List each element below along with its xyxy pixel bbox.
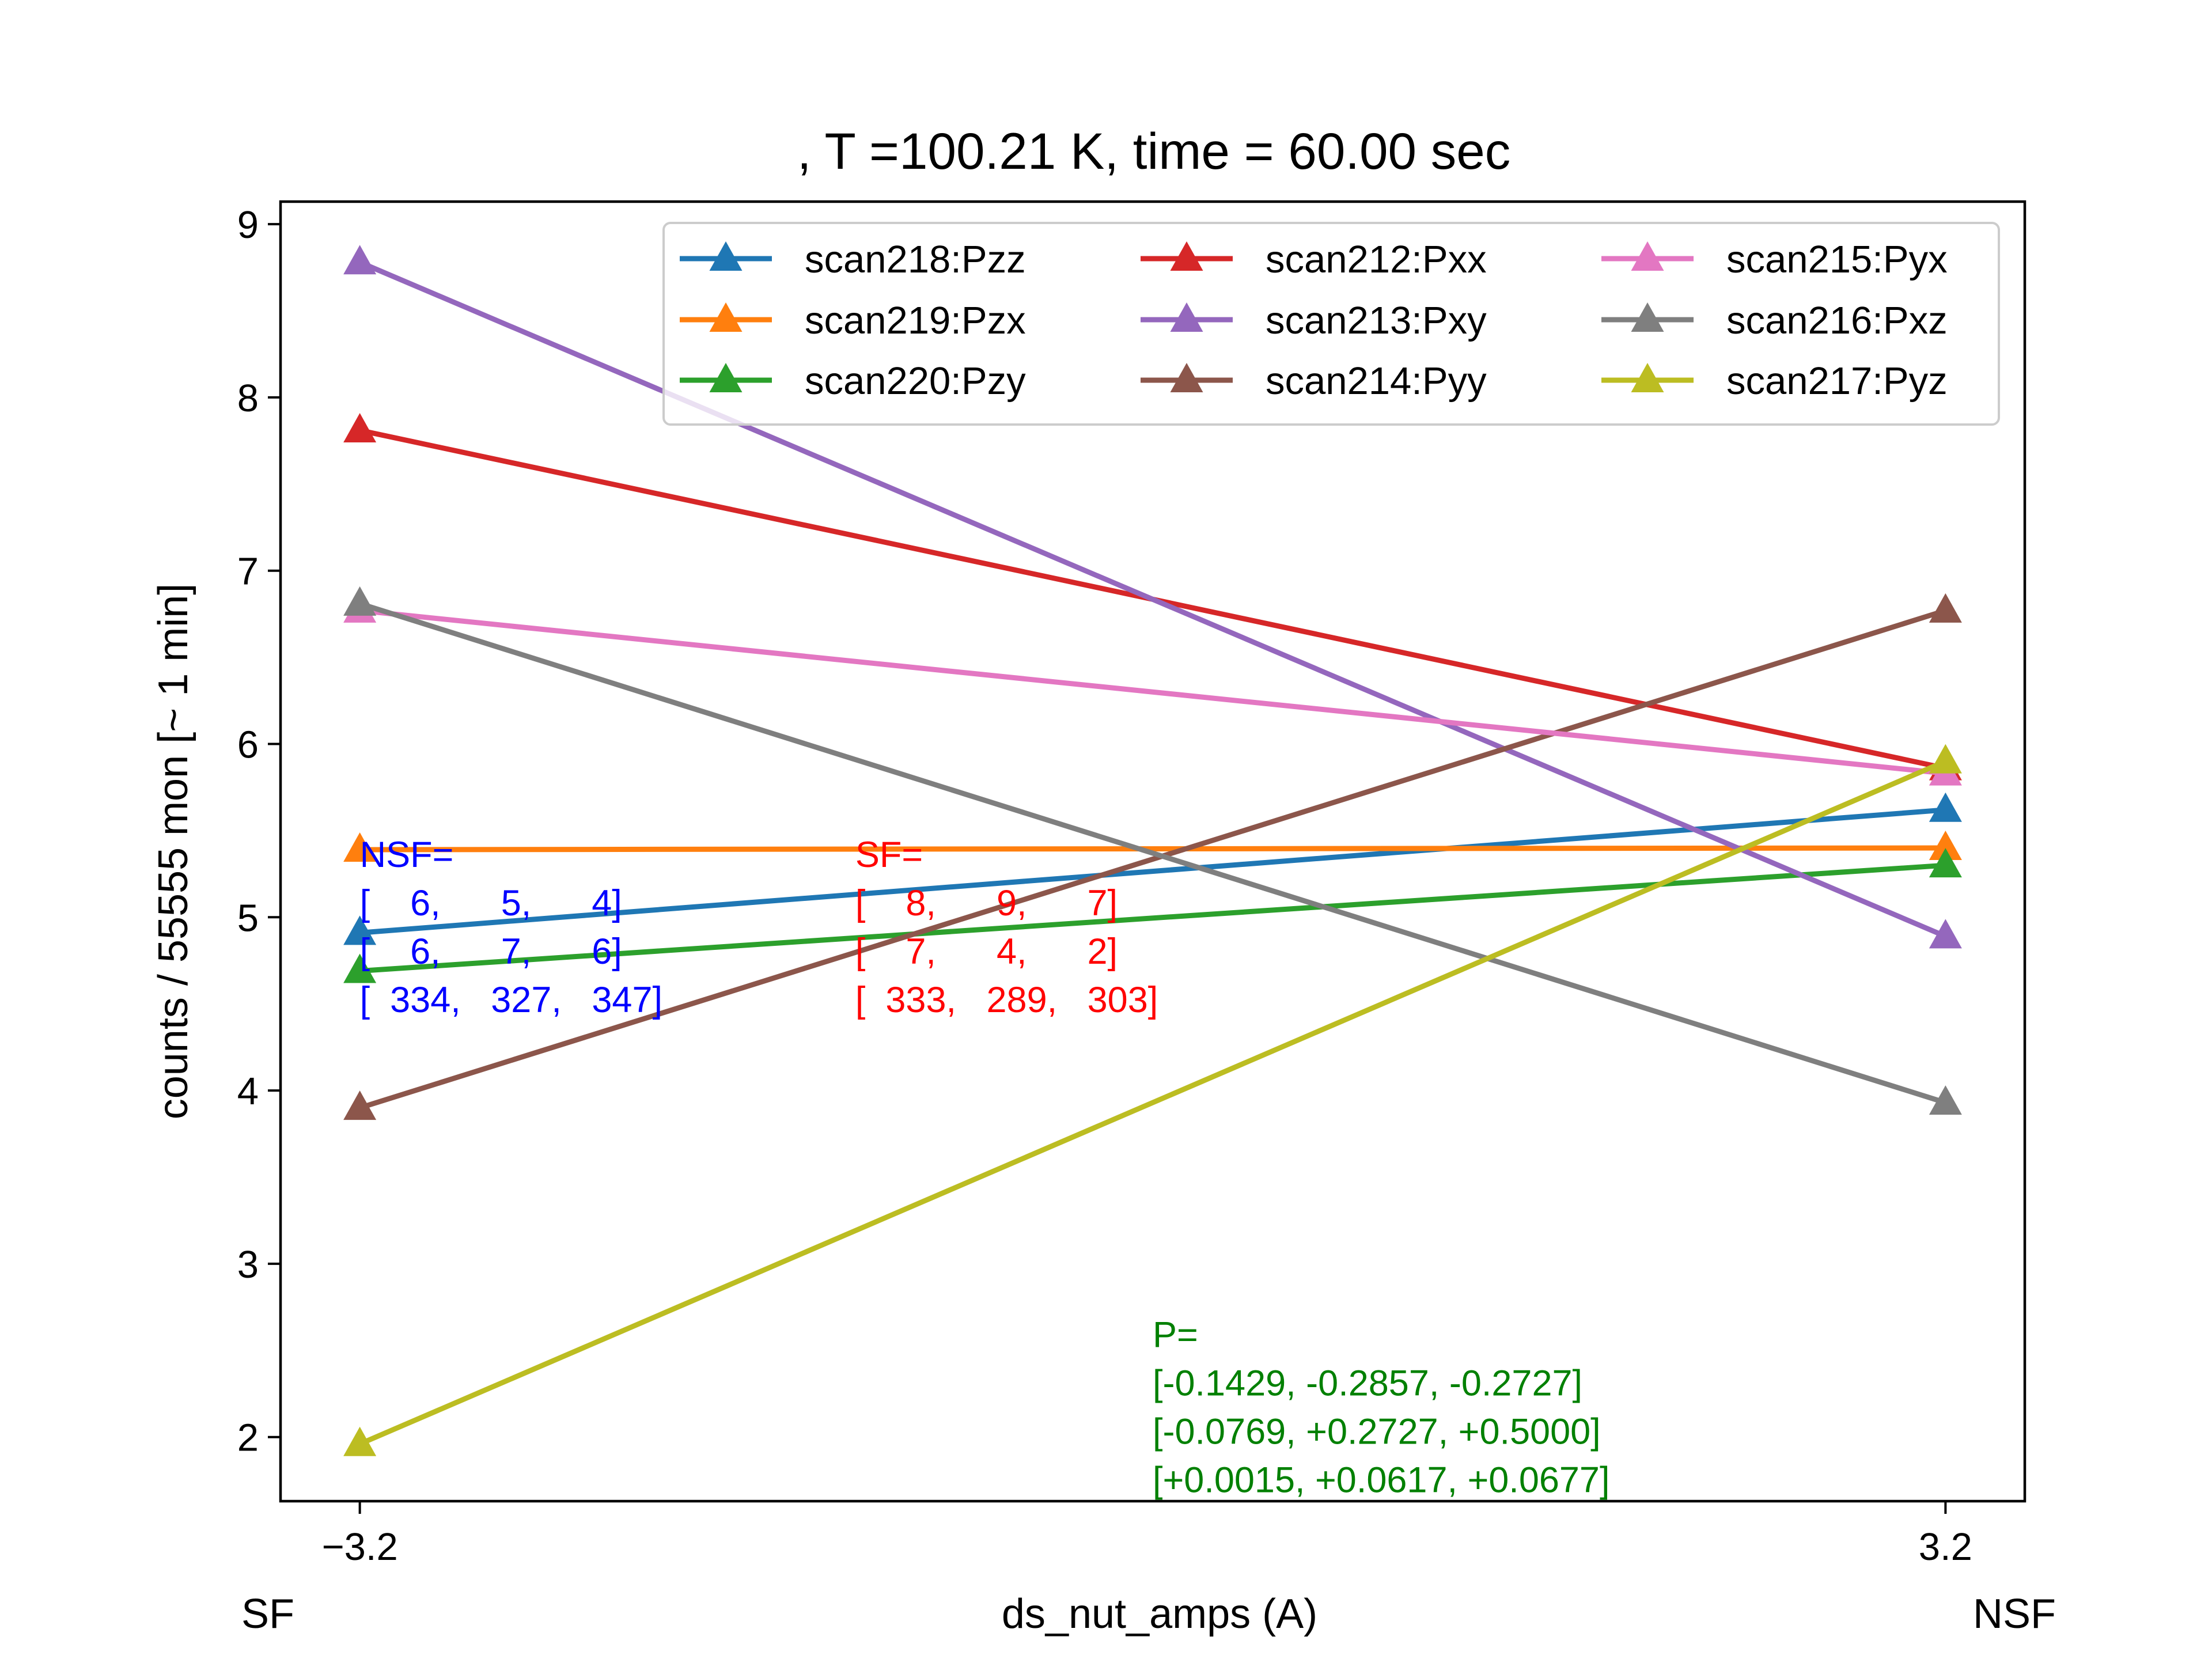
data-point-marker (1929, 744, 1962, 774)
x-tick-label: 3.2 (1919, 1525, 1972, 1569)
data-point-marker (1929, 830, 1962, 860)
data-point-marker (343, 413, 377, 443)
legend-item: scan218:Pzz (680, 238, 1026, 281)
legend-swatch-marker (1170, 363, 1203, 392)
series-scan214-pyy (343, 593, 1962, 1120)
series-scan213-pxy (343, 245, 1962, 949)
data-point-marker (343, 832, 377, 862)
data-point-marker (343, 915, 377, 945)
y-tick-label: 9 (237, 203, 259, 247)
annotation-text-line: [ 6, 7, 6] (360, 931, 622, 972)
annotation-text-line: [ 334, 327, 347] (360, 980, 662, 1020)
legend-box (662, 222, 2000, 426)
legend-swatch-marker (709, 363, 743, 392)
data-point-marker (1929, 1085, 1962, 1115)
y-tick-label: 4 (237, 1070, 259, 1113)
y-tick-label: 8 (237, 377, 259, 420)
series-line (359, 601, 1946, 1105)
annotation-text-line: [-0.0769, +0.2727, +0.5000] (1153, 1411, 1601, 1452)
annotation-text-line: [ 333, 289, 303] (855, 980, 1158, 1020)
y-tick-label: 2 (237, 1416, 259, 1460)
legend-label: scan213:Pxy (1266, 299, 1487, 342)
y-axis-label: counts / 55555 mon [~ 1 min] (150, 584, 196, 1120)
legend-label: scan220:Pzy (805, 359, 1026, 403)
legend-label: scan214:Pyy (1266, 359, 1487, 403)
series-scan216-pxz (343, 586, 1962, 1115)
legend-label: scan215:Pyx (1726, 238, 1948, 281)
annotation-text-line: NSF= (360, 835, 454, 875)
legend-item: scan213:Pxy (1141, 299, 1487, 342)
series-scan217-pyz (343, 744, 1962, 1456)
x-side-label-sf: SF (241, 1591, 294, 1637)
y-tick-label: 6 (237, 724, 259, 767)
legend-label: scan216:Pxz (1726, 299, 1948, 342)
axes-frame (279, 200, 2027, 1503)
series-scan218-pzz (343, 792, 1962, 945)
legend-swatch-marker (1631, 241, 1664, 271)
series-line (358, 759, 1947, 1446)
legend-swatch-marker (709, 302, 743, 332)
legend-item: scan217:Pyz (1601, 359, 1948, 403)
annotation-text-line: P= (1153, 1315, 1198, 1355)
series-line (359, 608, 1946, 777)
y-tick-label: 3 (237, 1243, 259, 1286)
data-point-marker (343, 586, 377, 616)
data-point-marker (1929, 848, 1962, 878)
annotations: NSF= [ 6, 5, 4] [ 6, 7, 6] [ 334, 327, 347]… (360, 835, 1610, 1500)
data-point-marker (343, 245, 377, 275)
legend: scan218:Pzz scan219:Pzx scan220:Pzy scan212… (662, 222, 2000, 426)
legend-label: scan212:Pxx (1266, 238, 1487, 281)
legend-item: scan212:Pxx (1141, 238, 1487, 281)
y-tick-label: 5 (237, 896, 259, 940)
annotation-text-line: [-0.1429, -0.2857, -0.2727] (1153, 1363, 1582, 1403)
series-line (359, 862, 1946, 974)
legend-label: scan217:Pyz (1726, 359, 1948, 403)
series-line (358, 260, 1947, 939)
legend-swatch-marker (1170, 241, 1203, 271)
annotation-text-line: SF= (855, 835, 923, 875)
annotation-text-line: [+0.0015, +0.0617, +0.0677] (1153, 1460, 1609, 1500)
legend-label: scan219:Pzx (805, 299, 1026, 342)
annotation-text-line: [ 6, 5, 4] (360, 883, 622, 923)
annotation-text-line: [ 8, 9, 7] (855, 883, 1118, 923)
y-tick-label: 7 (237, 550, 259, 593)
series-scan220-pzy (343, 848, 1962, 983)
x-tick-label: −3.2 (321, 1525, 397, 1569)
series-line (359, 807, 1946, 935)
data-point-marker (343, 953, 377, 983)
series-line (359, 845, 1946, 853)
x-side-label-nsf: NSF (1973, 1591, 2056, 1637)
data-point-marker (343, 1090, 377, 1120)
legend-swatch-marker (709, 241, 743, 271)
series-line (359, 608, 1946, 1111)
legend-item: scan216:Pxz (1601, 299, 1948, 342)
legend-swatch-marker (1631, 302, 1664, 332)
legend-label: scan218:Pzz (805, 238, 1026, 281)
data-point-marker (343, 1426, 377, 1456)
series-scan219-pzx (343, 830, 1962, 862)
legend-item: scan215:Pyx (1601, 238, 1948, 281)
chart-title: , T =100.21 K, time = 60.00 sec (797, 122, 1511, 180)
annotation-text-line: [ 7, 4, 2] (855, 931, 1118, 972)
legend-item: scan214:Pyy (1141, 359, 1487, 403)
plot-area: 2 3 4 5 6 7 8 9 −3.2 3.2 SF NSF (237, 203, 2056, 1637)
legend-item: scan219:Pzx (680, 299, 1026, 342)
x-axis-label: ds_nut_amps (A) (1002, 1591, 1317, 1637)
legend-swatch-marker (1170, 302, 1203, 332)
legend-item: scan220:Pzy (680, 359, 1026, 403)
legend-swatch-marker (1631, 363, 1664, 392)
data-point-marker (1929, 919, 1962, 949)
data-point-marker (1929, 593, 1962, 623)
data-point-marker (1929, 792, 1962, 822)
